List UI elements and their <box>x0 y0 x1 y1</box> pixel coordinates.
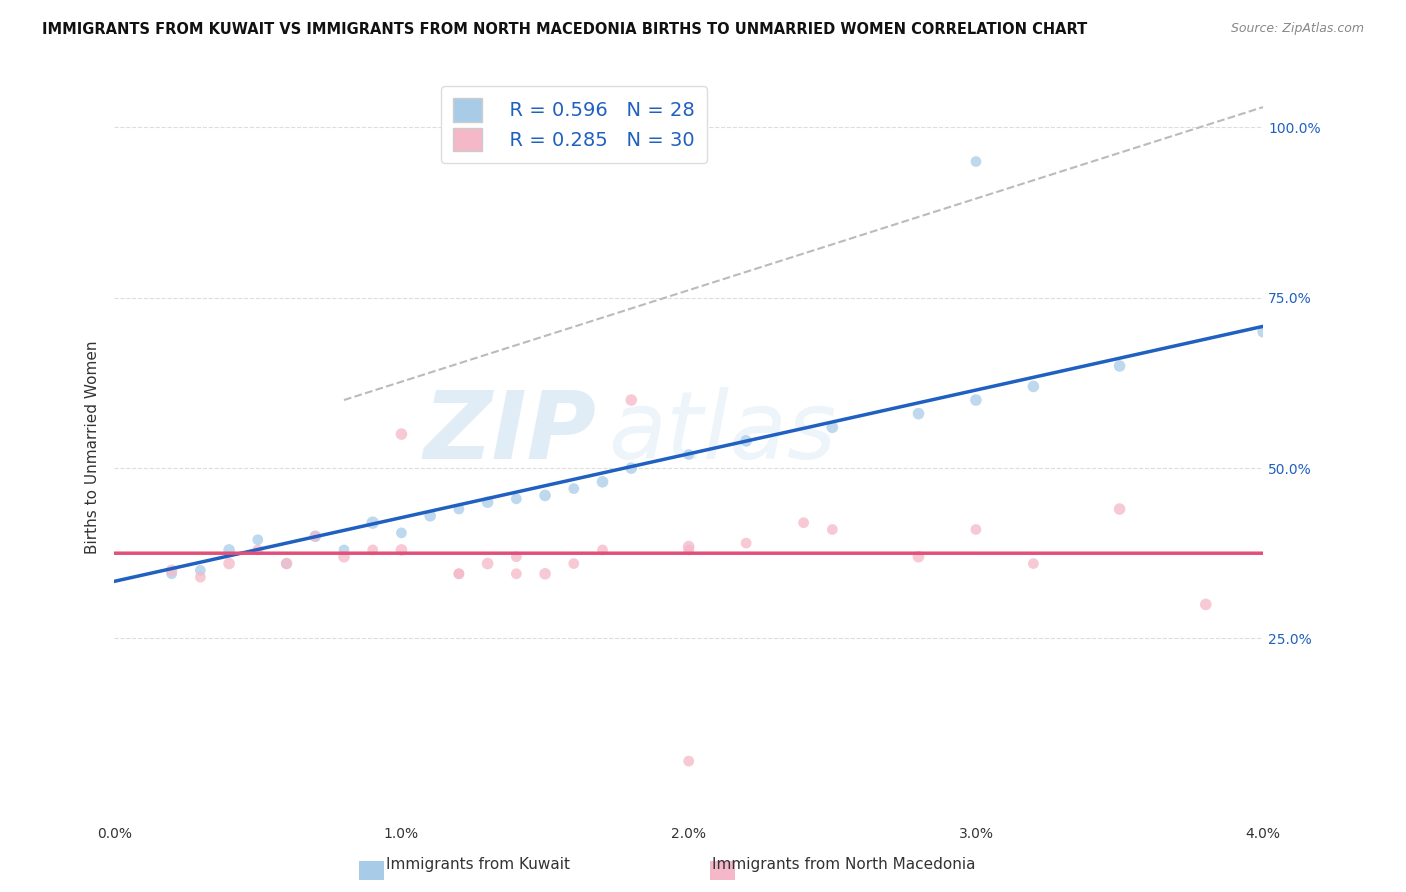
Point <box>1195 598 1218 612</box>
Point <box>1022 557 1045 571</box>
Text: atlas: atlas <box>609 387 837 478</box>
Point <box>276 557 298 571</box>
Point <box>447 502 470 516</box>
Point <box>419 508 441 523</box>
Point <box>821 523 844 537</box>
Point <box>447 566 470 581</box>
Point <box>592 475 614 489</box>
Y-axis label: Births to Unmarried Women: Births to Unmarried Women <box>86 341 100 555</box>
Text: IMMIGRANTS FROM KUWAIT VS IMMIGRANTS FROM NORTH MACEDONIA BIRTHS TO UNMARRIED WO: IMMIGRANTS FROM KUWAIT VS IMMIGRANTS FRO… <box>42 22 1087 37</box>
Point <box>304 529 326 543</box>
Point <box>534 566 557 581</box>
Text: Source: ZipAtlas.com: Source: ZipAtlas.com <box>1230 22 1364 36</box>
Point <box>447 566 470 581</box>
Point <box>1108 359 1130 373</box>
Point <box>965 392 987 407</box>
Legend:   R = 0.596   N = 28,   R = 0.285   N = 30: R = 0.596 N = 28, R = 0.285 N = 30 <box>441 87 707 163</box>
Text: ZIP: ZIP <box>423 387 596 479</box>
Point <box>333 549 356 564</box>
Text: Immigrants from Kuwait: Immigrants from Kuwait <box>387 857 569 872</box>
Point <box>821 420 844 434</box>
Point <box>534 488 557 502</box>
Point <box>562 482 585 496</box>
Point <box>620 392 643 407</box>
Point <box>505 491 527 506</box>
Point <box>391 543 413 558</box>
Point <box>735 434 758 448</box>
Point <box>391 525 413 540</box>
Point <box>190 563 212 577</box>
Point <box>218 543 240 558</box>
Point <box>735 536 758 550</box>
Point <box>505 566 527 581</box>
Point <box>965 523 987 537</box>
Point <box>678 540 700 554</box>
Point <box>620 461 643 475</box>
Point <box>218 557 240 571</box>
Point <box>160 563 183 577</box>
Text: Immigrants from North Macedonia: Immigrants from North Macedonia <box>711 857 976 872</box>
Point <box>190 570 212 584</box>
Point <box>477 495 499 509</box>
Point <box>678 754 700 768</box>
Point <box>505 549 527 564</box>
Point <box>1022 379 1045 393</box>
Point <box>678 448 700 462</box>
Point <box>246 543 269 558</box>
Point <box>907 549 929 564</box>
Point <box>562 557 585 571</box>
Point <box>1108 502 1130 516</box>
Point <box>678 543 700 558</box>
Point <box>276 557 298 571</box>
Point <box>361 543 384 558</box>
Point <box>246 533 269 547</box>
Point <box>304 529 326 543</box>
Point <box>592 543 614 558</box>
Point <box>391 427 413 442</box>
Point <box>333 543 356 558</box>
Point <box>160 566 183 581</box>
Point <box>477 557 499 571</box>
Point <box>965 154 987 169</box>
Point <box>907 407 929 421</box>
Point <box>361 516 384 530</box>
Point <box>1251 325 1274 339</box>
Point <box>793 516 815 530</box>
